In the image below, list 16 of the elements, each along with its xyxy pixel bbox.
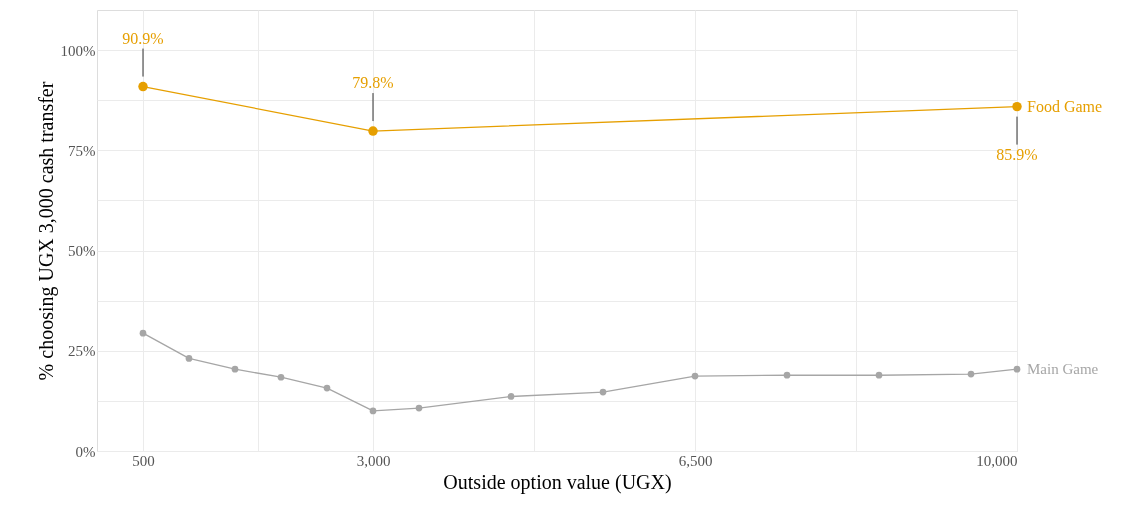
data-label: 90.9%: [122, 29, 164, 47]
y-axis-title: % choosing UGX 3,000 cash transfer: [34, 81, 58, 381]
y-tick-label: 0%: [75, 443, 96, 460]
data-label: 79.8%: [352, 74, 394, 92]
x-tick-label: 10,000: [976, 452, 1018, 469]
y-tick-label: 100%: [60, 42, 96, 59]
x-tick-label: 500: [132, 452, 155, 469]
y-tick-label: 50%: [68, 243, 96, 260]
x-tick-label: 6,500: [678, 452, 713, 469]
series-label: Food Game: [1027, 97, 1103, 115]
y-tick-label: 75%: [68, 142, 96, 159]
data-label: 85.9%: [996, 145, 1038, 163]
x-axis-title: Outside option value (UGX): [443, 470, 672, 494]
y-tick-label: 25%: [68, 343, 96, 360]
series-label: Main Game: [1027, 361, 1099, 378]
x-tick-label: 3,000: [356, 452, 391, 469]
